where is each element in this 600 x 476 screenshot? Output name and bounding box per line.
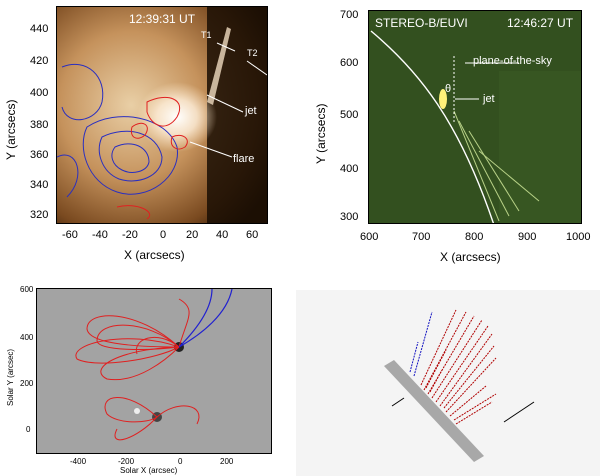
panel-a-xtick: -60	[62, 229, 78, 241]
panel-b-xtick: 1000	[566, 231, 591, 243]
panel-c-svg	[37, 289, 271, 453]
panel-a-xtick: -40	[92, 229, 108, 241]
panel-b: STEREO-B/EUVI 12:46:27 UT plane-of-the-s…	[300, 0, 600, 272]
panel-a-time: 12:39:31 UT	[129, 12, 196, 26]
panel-a-xtick: -20	[122, 229, 138, 241]
panel-d-svg	[384, 309, 535, 462]
panel-a-xtick: 0	[160, 229, 167, 241]
panel-b-instrument: STEREO-B/EUVI	[375, 16, 468, 30]
panel-a: 12:39:31 UT T1 T2 jet flare 440 420 400 …	[0, 0, 290, 272]
panel-b-ylabel: Y (arcsecs)	[314, 103, 328, 164]
panel-a-ytick: 340	[30, 179, 49, 191]
panel-b-time: 12:46:27 UT	[507, 16, 574, 30]
panel-b-label-theta: θ	[445, 83, 452, 95]
panel-a-ytick: 420	[30, 55, 49, 67]
panel-b-image: STEREO-B/EUVI 12:46:27 UT plane-of-the-s…	[368, 10, 582, 224]
panel-b-xtick: 700	[412, 231, 431, 243]
panel-c-xtick: -200	[118, 457, 135, 466]
panel-c-ytick: 0	[26, 425, 31, 434]
panel-c-image	[36, 288, 272, 454]
panel-a-xlabel: X (arcsecs)	[124, 248, 185, 262]
panel-b-xtick: 900	[518, 231, 537, 243]
panel-c-ytick: 600	[20, 285, 34, 294]
panel-b-ytick: 700	[340, 9, 359, 21]
panel-c-xtick: -400	[70, 457, 87, 466]
panel-c-ytick: 400	[20, 333, 34, 342]
panel-a-svg	[57, 7, 267, 223]
panel-c: 600 400 200 0 -400 -200 0 200 Solar X (a…	[0, 280, 290, 476]
panel-a-label-flare: flare	[233, 153, 255, 165]
panel-b-label-jet: jet	[483, 93, 495, 105]
panel-b-ytick: 500	[340, 109, 359, 121]
panel-a-label-t2: T2	[247, 48, 258, 58]
panel-a-xtick: 20	[186, 229, 199, 241]
panel-c-ytick: 200	[20, 379, 34, 388]
panel-a-image: 12:39:31 UT T1 T2 jet flare	[56, 6, 268, 224]
panel-a-ytick: 400	[30, 87, 49, 99]
panel-c-ylabel: Solar Y (arcsec)	[6, 348, 15, 406]
panel-b-svg	[369, 11, 581, 223]
panel-a-label-t1: T1	[201, 30, 212, 40]
panel-a-ylabel: Y (arcsecs)	[4, 99, 18, 160]
panel-b-ytick: 600	[340, 57, 359, 69]
panel-b-xlabel: X (arcsecs)	[440, 250, 501, 264]
panel-a-label-jet: jet	[245, 105, 257, 117]
panel-b-xtick: 600	[360, 231, 379, 243]
panel-b-ytick: 400	[340, 163, 359, 175]
panel-a-ytick: 440	[30, 23, 49, 35]
panel-c-xlabel: Solar X (arcsec)	[120, 466, 178, 475]
panel-b-label-pos: plane-of-the-sky	[473, 55, 552, 67]
panel-a-ytick: 380	[30, 119, 49, 131]
panel-a-xtick: 40	[216, 229, 229, 241]
panel-a-ytick: 320	[30, 209, 49, 221]
panel-c-xtick: 200	[220, 457, 234, 466]
panel-a-ytick: 360	[30, 149, 49, 161]
panel-a-xtick: 60	[246, 229, 259, 241]
panel-c-xtick: 0	[178, 457, 183, 466]
panel-b-xtick: 800	[465, 231, 484, 243]
panel-d	[296, 290, 600, 476]
panel-b-ytick: 300	[340, 211, 359, 223]
